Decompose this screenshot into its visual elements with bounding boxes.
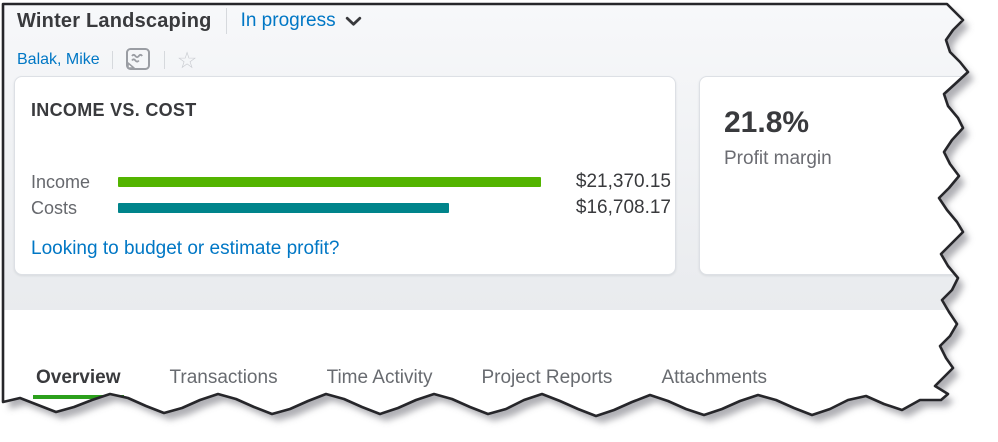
tab-project-reports[interactable]: Project Reports xyxy=(481,366,612,399)
page-title: Winter Landscaping xyxy=(17,9,212,32)
tab-time-activity-label: Time Activity xyxy=(326,367,433,388)
income-label: Income xyxy=(31,171,91,192)
tab-overview[interactable]: Overview xyxy=(33,366,124,399)
income-cost-chart: Income $21,370.15 Costs $16,708.17 xyxy=(31,169,671,221)
costs-bar xyxy=(118,203,449,213)
profit-margin-value: 21.8% xyxy=(724,106,810,139)
income-row: Income $21,370.15 xyxy=(31,169,671,195)
status-dropdown[interactable]: In progress xyxy=(241,10,362,32)
active-tab-underline xyxy=(33,395,124,399)
header-divider xyxy=(225,8,227,34)
costs-label: Costs xyxy=(31,197,78,218)
income-bar-track xyxy=(118,177,541,187)
star-icon[interactable]: ☆ xyxy=(176,46,198,73)
budget-estimate-link[interactable]: Looking to budget or estimate profit? xyxy=(31,238,340,259)
tab-attachments-label: Attachments xyxy=(661,367,768,388)
costs-bar-track xyxy=(118,203,541,213)
tab-transactions[interactable]: Transactions xyxy=(170,366,278,399)
subheader-divider-2 xyxy=(163,50,165,69)
project-subheader: Balak, Mike ☆ xyxy=(17,47,197,72)
profit-margin-card: 21.8% Profit margin xyxy=(699,76,968,275)
tab-transactions-label: Transactions xyxy=(169,367,278,388)
tab-overview-label: Overview xyxy=(36,367,121,388)
tab-time-activity[interactable]: Time Activity xyxy=(327,366,433,399)
status-value: In progress xyxy=(240,10,336,31)
notes-icon[interactable] xyxy=(125,47,152,72)
income-vs-cost-card: INCOME VS. COST Income $21,370.15 Costs … xyxy=(14,76,676,275)
tab-attachments[interactable]: Attachments xyxy=(661,366,767,399)
project-tabs: Overview Transactions Time Activity Proj… xyxy=(33,366,767,399)
profit-margin-label: Profit margin xyxy=(724,148,832,169)
chevron-down-icon xyxy=(345,16,361,26)
tab-project-reports-label: Project Reports xyxy=(481,367,613,388)
customer-link[interactable]: Balak, Mike xyxy=(17,50,100,68)
subheader-divider xyxy=(111,50,113,69)
project-header: Winter Landscaping In progress xyxy=(17,8,362,34)
costs-row: Costs $16,708.17 xyxy=(31,195,671,221)
costs-value: $16,708.17 xyxy=(575,197,671,218)
income-vs-cost-title: INCOME VS. COST xyxy=(31,100,197,120)
income-value: $21,370.15 xyxy=(575,171,671,192)
income-bar xyxy=(118,177,541,187)
